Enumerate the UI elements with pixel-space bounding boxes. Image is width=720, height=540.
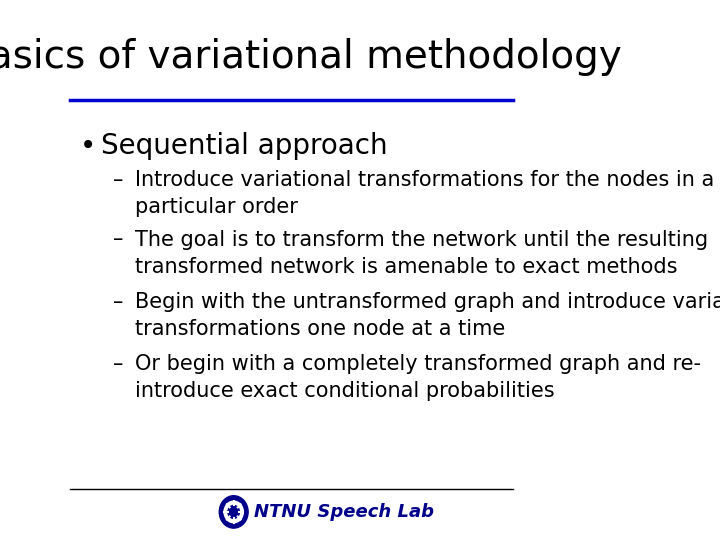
Text: Basics of variational methodology: Basics of variational methodology — [0, 38, 621, 76]
Text: •: • — [80, 132, 96, 160]
Text: Sequential approach: Sequential approach — [102, 132, 388, 160]
Text: –: – — [114, 292, 124, 312]
Text: Begin with the untransformed graph and introduce variational
transformations one: Begin with the untransformed graph and i… — [135, 292, 720, 339]
Text: –: – — [114, 354, 124, 374]
Text: The goal is to transform the network until the resulting
transformed network is : The goal is to transform the network unt… — [135, 230, 708, 276]
Text: –: – — [114, 230, 124, 249]
Circle shape — [228, 505, 240, 518]
Circle shape — [224, 501, 243, 523]
Circle shape — [220, 496, 248, 528]
Text: –: – — [114, 170, 124, 190]
Text: Or begin with a completely transformed graph and re-
introduce exact conditional: Or begin with a completely transformed g… — [135, 354, 701, 401]
Text: NTNU Speech Lab: NTNU Speech Lab — [254, 503, 434, 521]
Text: Introduce variational transformations for the nodes in a
particular order: Introduce variational transformations fo… — [135, 170, 714, 217]
